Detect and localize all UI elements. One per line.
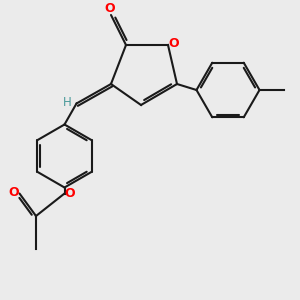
Text: O: O [64,187,75,200]
Text: O: O [169,37,179,50]
Text: O: O [8,185,19,199]
Text: H: H [63,95,72,109]
Text: O: O [104,2,115,16]
